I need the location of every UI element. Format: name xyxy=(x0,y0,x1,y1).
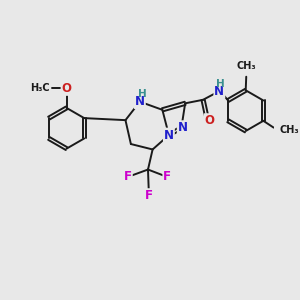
Text: F: F xyxy=(145,189,153,202)
Text: O: O xyxy=(61,82,72,95)
Text: N: N xyxy=(135,95,145,108)
Text: N: N xyxy=(164,129,174,142)
Text: O: O xyxy=(205,114,214,127)
Text: CH₃: CH₃ xyxy=(236,61,256,71)
Text: H: H xyxy=(138,89,146,99)
Text: F: F xyxy=(163,170,171,183)
Text: H: H xyxy=(215,79,224,88)
Text: H₃C: H₃C xyxy=(30,83,50,93)
Text: F: F xyxy=(124,170,132,183)
Text: N: N xyxy=(214,85,224,98)
Text: N: N xyxy=(178,121,188,134)
Text: CH₃: CH₃ xyxy=(279,124,299,134)
